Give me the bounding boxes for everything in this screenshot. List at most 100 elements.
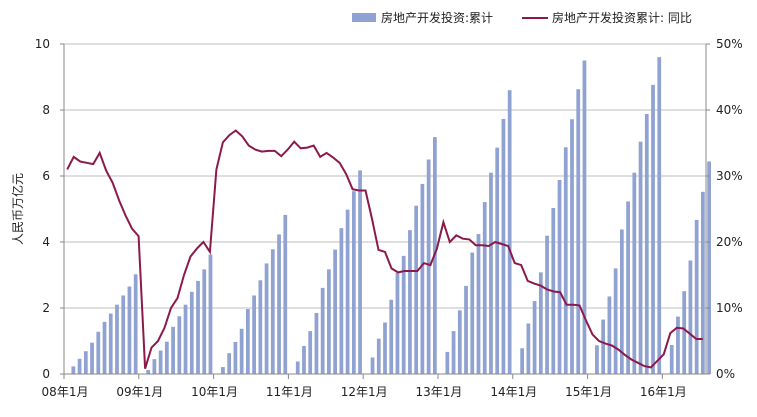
bar — [264, 263, 269, 374]
bar — [632, 172, 637, 374]
bar — [576, 89, 581, 375]
bar — [158, 350, 163, 374]
bar — [395, 273, 400, 374]
bar — [701, 191, 705, 374]
bar — [108, 313, 113, 374]
bar — [389, 299, 394, 374]
bar — [638, 141, 643, 374]
bar — [283, 214, 288, 374]
y-right-tick-label: 10% — [716, 301, 743, 315]
bar — [408, 230, 412, 374]
bar — [227, 353, 232, 374]
bar — [333, 249, 338, 374]
bar — [83, 351, 88, 374]
bar — [277, 234, 281, 374]
bar — [582, 60, 587, 374]
bar — [71, 366, 76, 374]
yoy-line — [66, 129, 703, 369]
bar — [707, 161, 711, 374]
bar — [320, 287, 325, 374]
x-tick-label: 16年1月 — [640, 385, 687, 399]
y-right-tick-label: 30% — [716, 169, 743, 183]
x-tick-label: 10年1月 — [191, 385, 238, 399]
bar — [383, 322, 387, 374]
bar — [570, 119, 574, 375]
bar — [669, 344, 674, 374]
bar — [507, 90, 512, 374]
bar — [501, 118, 506, 374]
y-left-tick-label: 4 — [42, 235, 50, 249]
bar — [595, 345, 599, 374]
bar — [495, 147, 500, 374]
bar — [339, 228, 344, 374]
bar — [420, 183, 425, 374]
legend-line-label: 房地产开发投资累计: 同比 — [552, 10, 692, 25]
bar — [451, 331, 456, 374]
bar — [676, 316, 680, 374]
bar — [482, 202, 487, 374]
bar — [302, 345, 306, 374]
bar — [152, 359, 157, 374]
bar — [102, 321, 107, 374]
bar — [489, 172, 493, 374]
bar — [115, 304, 119, 374]
y-left-tick-label: 10 — [35, 37, 50, 51]
bar — [682, 291, 687, 374]
bar — [414, 205, 419, 374]
bar — [538, 272, 543, 374]
y-right-tick-label: 50% — [716, 37, 743, 51]
x-tick-label: 08年1月 — [42, 385, 89, 399]
bar — [464, 285, 468, 374]
bar — [183, 304, 188, 374]
legend-bar-swatch — [352, 13, 376, 22]
bar — [694, 219, 699, 374]
bar — [177, 316, 182, 374]
bar — [532, 301, 537, 374]
bar — [370, 357, 375, 374]
bar — [208, 254, 213, 374]
bar — [196, 280, 200, 374]
bar — [189, 291, 194, 374]
bar — [351, 191, 356, 374]
bar — [613, 268, 618, 374]
x-tick-label: 13年1月 — [416, 385, 463, 399]
bar — [688, 260, 693, 374]
bar — [457, 310, 462, 374]
y-right-tick-label: 20% — [716, 235, 743, 249]
bar — [657, 57, 662, 374]
bar — [426, 159, 431, 374]
bar — [308, 331, 313, 374]
y-left-tick-label: 0 — [42, 367, 50, 381]
bar — [258, 280, 263, 374]
bar — [470, 252, 475, 374]
x-tick-label: 12年1月 — [341, 385, 388, 399]
x-tick-label: 15年1月 — [565, 385, 612, 399]
y-right-tick-label: 40% — [716, 103, 743, 117]
y-left-tick-label: 2 — [42, 301, 50, 315]
bar — [445, 351, 450, 374]
y-left-tick-label: 8 — [42, 103, 50, 117]
bar — [651, 84, 655, 375]
y-left-tick-label: 6 — [42, 169, 50, 183]
bar — [563, 147, 568, 374]
bar — [270, 249, 275, 374]
x-tick-label: 11年1月 — [266, 385, 313, 399]
bar — [607, 296, 612, 374]
bar — [557, 179, 562, 374]
bar — [171, 326, 175, 374]
bar — [133, 274, 138, 374]
x-tick-label: 09年1月 — [116, 385, 163, 399]
bar — [246, 308, 250, 374]
bar — [77, 358, 82, 374]
bar — [121, 295, 126, 374]
bar — [376, 338, 381, 374]
bar — [90, 342, 94, 374]
bar — [644, 113, 649, 375]
bar — [96, 331, 101, 374]
x-tick-label: 14年1月 — [490, 385, 537, 399]
bar — [401, 255, 406, 374]
legend-bar-label: 房地产开发投资:累计 — [381, 10, 493, 25]
bar — [327, 269, 331, 374]
bar — [345, 209, 350, 374]
